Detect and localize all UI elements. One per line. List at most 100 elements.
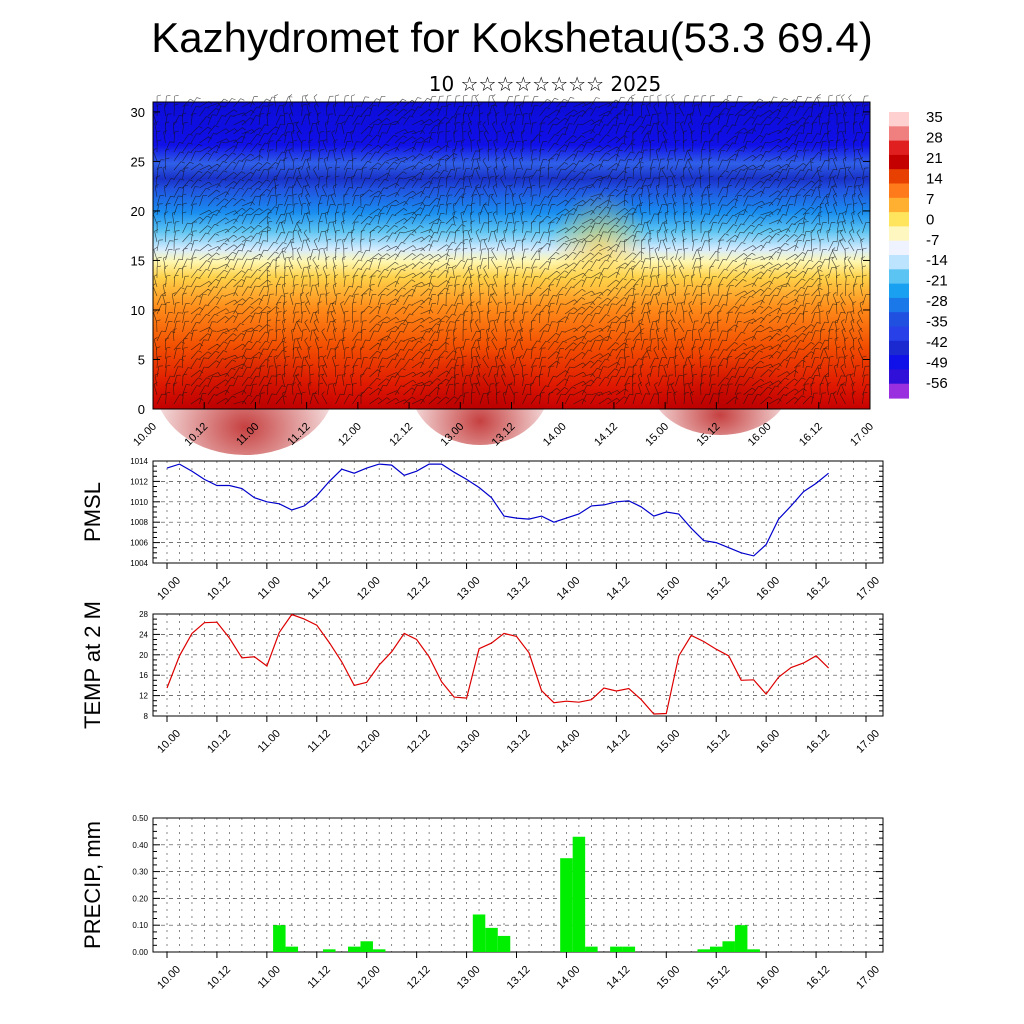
colorbar-swatch — [889, 255, 909, 270]
x-tick-label: 15.00 — [654, 964, 682, 992]
x-tick-label: 17.00 — [854, 964, 882, 992]
x-tick-label: 14.12 — [605, 575, 633, 603]
colorbar-label: 28 — [926, 129, 943, 146]
warm-core-2 — [410, 325, 550, 445]
y-tick-label: 0.20 — [132, 894, 148, 903]
precip-bar — [709, 946, 723, 952]
x-tick-label: 16.12 — [797, 421, 825, 449]
colorbar-swatch — [889, 154, 909, 170]
x-tick-label: 16.12 — [804, 964, 832, 992]
colorbar-label: -35 — [926, 314, 948, 331]
warm-core-3 — [650, 335, 790, 435]
warm-core-1 — [155, 315, 335, 455]
temp-2m-panel: 8 12 16 20 24 28 10.00 10.12 11.00 11.12 12.00 12.1… — [80, 601, 884, 756]
y-tick-label: 1008 — [130, 518, 148, 527]
colorbar-label: 14 — [926, 170, 943, 187]
x-tick-label: 15.00 — [643, 421, 671, 449]
cool-intrusion — [550, 190, 650, 310]
precip-bar — [572, 836, 586, 952]
x-tick-label: 14.12 — [592, 421, 620, 449]
x-tick-label: 11.00 — [256, 575, 283, 602]
x-tick-label: 12.00 — [355, 728, 383, 756]
y-tick-label: 1014 — [130, 457, 148, 466]
y-axis-label: PRECIP, mm — [80, 821, 105, 949]
x-tick-label: 12.00 — [355, 575, 383, 603]
x-tick-label: 11.12 — [306, 964, 333, 991]
x-tick-label: 12.00 — [336, 421, 364, 449]
y-tick-label: 0.40 — [132, 841, 148, 850]
y-tick-label: 10 — [131, 303, 145, 318]
y-tick-label: 0.50 — [132, 814, 148, 823]
y-tick-label: 15 — [131, 253, 145, 268]
x-tick-label: 14.00 — [555, 575, 583, 603]
colorbar-label: -28 — [926, 293, 948, 310]
colorbar-label: 21 — [926, 150, 943, 167]
x-tick-label: 14.00 — [555, 964, 583, 992]
y-tick-label: 20 — [131, 204, 145, 219]
x-tick-label: 16.12 — [804, 575, 832, 603]
x-tick-label: 14.12 — [605, 964, 633, 992]
chart-title: Kazhydromet for Kokshetau(53.3 69.4) — [151, 14, 873, 61]
y-tick-label: 8 — [144, 712, 149, 721]
x-tick-label: 10.12 — [205, 964, 233, 992]
colorbar-swatch — [889, 355, 909, 370]
colorbar-swatch — [889, 140, 909, 156]
colorbar-swatch — [889, 197, 909, 213]
colorbar-swatch — [889, 283, 909, 299]
x-tick-label: 12.12 — [405, 728, 433, 756]
x-tick-label: 14.00 — [541, 421, 569, 449]
colorbar-swatch — [889, 169, 909, 185]
precip-bar — [622, 946, 636, 952]
x-tick-label: 14.00 — [555, 728, 583, 756]
precip-bar — [347, 946, 361, 952]
x-tick-label: 10.00 — [155, 964, 183, 992]
colorbar-label: -14 — [926, 252, 948, 269]
colorbar-label: 7 — [926, 191, 934, 208]
colorbar-swatch — [889, 112, 909, 127]
colorbar-swatch — [889, 326, 909, 342]
x-tick-label: 14.12 — [605, 728, 633, 756]
colorbar-swatch — [889, 212, 909, 227]
precip-bar — [610, 946, 623, 952]
y-tick-label: 30 — [131, 105, 145, 120]
y-tick-label: 12 — [139, 692, 148, 701]
x-tick-label: 11.00 — [256, 728, 283, 755]
y-tick-label: 0 — [138, 402, 145, 417]
colorbar-swatch — [889, 183, 909, 199]
colorbar: 35 28 21 14 7 0 -7 -14 -21 -28 -35 -42 -49 -56 — [889, 109, 948, 399]
y-tick-label: 1010 — [130, 498, 148, 507]
precip-bar — [734, 925, 748, 952]
plot-frame — [152, 817, 884, 953]
x-tick-label: 10.00 — [155, 575, 183, 603]
x-tick-label: 17.00 — [854, 728, 882, 756]
x-tick-label: 10.12 — [205, 575, 233, 603]
y-tick-label: 16 — [139, 671, 148, 680]
x-tick-label: 16.00 — [754, 964, 782, 992]
y-axis-label: PMSL — [80, 482, 105, 542]
colorbar-label: -42 — [926, 334, 948, 351]
y-tick-label: 1012 — [130, 477, 148, 486]
series-line — [166, 613, 830, 715]
y-tick-label: 20 — [139, 651, 148, 660]
x-tick-label: 15.00 — [654, 728, 682, 756]
y-tick-label: 28 — [139, 610, 148, 619]
colorbar-swatch — [889, 297, 909, 313]
precip-bar — [697, 949, 710, 952]
y-tick-label: 25 — [131, 154, 145, 169]
colorbar-swatch — [889, 269, 909, 285]
colorbar-label: -56 — [926, 375, 948, 392]
x-tick-label: 11.12 — [306, 575, 333, 602]
x-tick-label: 13.00 — [455, 728, 483, 756]
colorbar-label: -21 — [926, 273, 948, 290]
precip-bar — [273, 925, 286, 952]
x-tick-label: 13.12 — [505, 728, 533, 756]
colorbar-swatch — [889, 226, 909, 242]
x-tick-label: 17.00 — [848, 421, 876, 449]
colorbar-swatch — [889, 369, 909, 385]
x-tick-label: 13.12 — [505, 575, 533, 603]
y-tick-label: 24 — [139, 630, 148, 639]
y-tick-label: 0.10 — [132, 921, 148, 930]
x-tick-label: 16.12 — [804, 728, 832, 756]
